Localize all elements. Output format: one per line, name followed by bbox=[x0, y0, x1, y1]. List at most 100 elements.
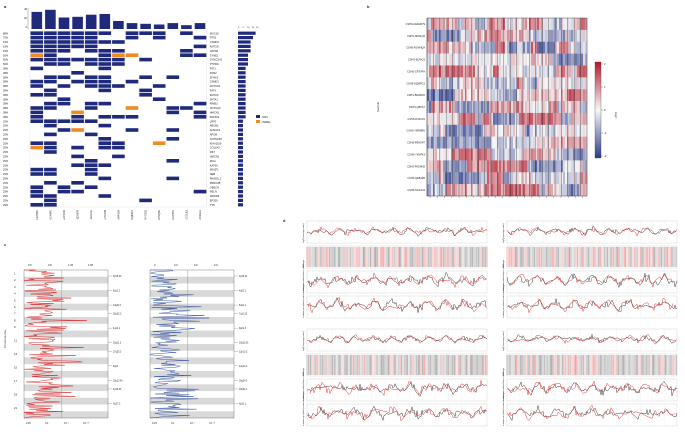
heatmap-cell bbox=[469, 148, 472, 161]
heatmap-cell bbox=[561, 148, 564, 161]
heatmap-cell bbox=[501, 65, 504, 78]
gene-frequency-bar bbox=[238, 172, 243, 176]
heatmap-cell bbox=[549, 41, 552, 54]
heatmap-cell bbox=[473, 65, 476, 78]
mutation-cell bbox=[44, 88, 57, 93]
heatmap-cell bbox=[559, 112, 562, 125]
track-label: log2(coverage ratio) bbox=[302, 223, 305, 243]
heatmap-cell bbox=[479, 101, 482, 114]
gene-label: LRP1B bbox=[210, 49, 218, 53]
heatmap-cell bbox=[485, 124, 488, 137]
heatmap-cell bbox=[427, 29, 430, 42]
frequency-label: 75% bbox=[3, 36, 9, 40]
frequency-label: 50% bbox=[3, 53, 9, 57]
bottom-tick-label: 10⁻¹⁰ bbox=[209, 422, 215, 425]
chromosome-band bbox=[150, 357, 234, 365]
heatmap-cell bbox=[439, 29, 442, 42]
heatmap-cell bbox=[547, 77, 550, 90]
chromosome-band bbox=[24, 411, 108, 418]
top-tick-label: 0.5 bbox=[28, 263, 32, 267]
heatmap-cell bbox=[449, 136, 452, 149]
mutation-cell bbox=[84, 31, 98, 35]
heatmap-cell bbox=[563, 124, 566, 137]
panel-label-d: d bbox=[283, 218, 286, 223]
heatmap-cell bbox=[453, 112, 456, 125]
heatmap-cell bbox=[555, 77, 558, 90]
mutation-cell bbox=[44, 93, 57, 97]
heatmap-cell bbox=[575, 18, 578, 31]
heatmap-cell bbox=[427, 124, 430, 137]
heatmap-cell bbox=[565, 148, 568, 161]
heatmap-cell bbox=[575, 112, 578, 125]
heatmap-cell bbox=[443, 136, 446, 149]
heatmap-cell bbox=[525, 89, 528, 102]
heatmap-cell bbox=[435, 172, 438, 185]
heatmap-cell bbox=[453, 136, 456, 149]
heatmap-cell bbox=[581, 53, 584, 66]
heatmap-cell bbox=[427, 89, 430, 102]
heatmap-cell bbox=[537, 89, 540, 102]
mutation-cell bbox=[71, 181, 84, 185]
heatmap-cell bbox=[537, 148, 540, 161]
heatmap-cell bbox=[455, 29, 458, 42]
heatmap-cell bbox=[529, 112, 532, 125]
peak-label: 1p36.31 bbox=[239, 276, 248, 278]
heatmap-cell bbox=[471, 184, 474, 197]
heatmap-cell bbox=[545, 29, 548, 42]
heatmap-cell bbox=[429, 29, 432, 42]
heatmap-sample-labels: CSHS-CEFAW79CSHS-NFMLQ6CSHS-RGHHQACSHS-8… bbox=[406, 23, 426, 192]
track-label: BAF bbox=[502, 263, 505, 268]
mutation-cell bbox=[30, 172, 44, 176]
heatmap-cell bbox=[581, 18, 584, 31]
chromosome-band bbox=[150, 397, 234, 405]
heatmap-cell bbox=[479, 160, 482, 173]
heatmap-cell bbox=[513, 124, 516, 137]
heatmap-cell bbox=[537, 29, 540, 42]
heatmap-cell bbox=[459, 112, 462, 125]
heatmap-cell bbox=[465, 18, 468, 31]
heatmap-cell bbox=[527, 172, 530, 185]
mutation-cell bbox=[98, 49, 112, 53]
heatmap-cell bbox=[549, 160, 552, 173]
heatmap-cell bbox=[585, 148, 588, 161]
heatmap-cell bbox=[457, 148, 460, 161]
gene-frequency-bar bbox=[238, 40, 251, 44]
heatmap-cell bbox=[519, 53, 522, 66]
heatmap-cell bbox=[557, 101, 560, 114]
gene-label: COL6A3 bbox=[210, 146, 221, 150]
heatmap-cell bbox=[475, 41, 478, 54]
mutation-cell bbox=[98, 75, 112, 79]
heatmap-cell bbox=[483, 124, 486, 137]
top-tick-label: 0.6 bbox=[194, 263, 198, 267]
heatmap-cell bbox=[527, 65, 530, 78]
heatmap-cell bbox=[441, 148, 444, 161]
heatmap-cell bbox=[493, 148, 496, 161]
heatmap-cell bbox=[451, 124, 454, 137]
heatmap-cell bbox=[511, 112, 514, 125]
heatmap-cell bbox=[567, 172, 570, 185]
heatmap-cell bbox=[479, 124, 482, 137]
heatmap-cell bbox=[553, 101, 556, 114]
heatmap-cell bbox=[559, 101, 562, 114]
heatmap-cell bbox=[435, 160, 438, 173]
gene-frequency-bar bbox=[238, 146, 243, 150]
heatmap-cell bbox=[555, 18, 558, 31]
colorbar-tick-label: 1 bbox=[604, 85, 606, 89]
bottom-tick-label: 10⁻⁵ bbox=[190, 421, 195, 425]
heatmap-cell bbox=[429, 18, 432, 31]
heatmap-cell bbox=[553, 124, 556, 137]
gene-label: FAT1 bbox=[210, 67, 217, 71]
heatmap-cell bbox=[517, 41, 520, 54]
heatmap-cell bbox=[581, 124, 584, 137]
sample-mutation-bar bbox=[31, 11, 43, 29]
heatmap-cell bbox=[547, 101, 550, 114]
heatmap-cell bbox=[559, 124, 562, 137]
heatmap-cell bbox=[559, 65, 562, 78]
heatmap-cell bbox=[453, 172, 456, 185]
heatmap-ylabel: Sample bbox=[376, 101, 380, 112]
heatmap-cell bbox=[557, 184, 560, 197]
mutation-cell bbox=[98, 57, 112, 62]
heatmap-cell bbox=[499, 77, 502, 90]
heatmap-cell bbox=[531, 136, 534, 149]
